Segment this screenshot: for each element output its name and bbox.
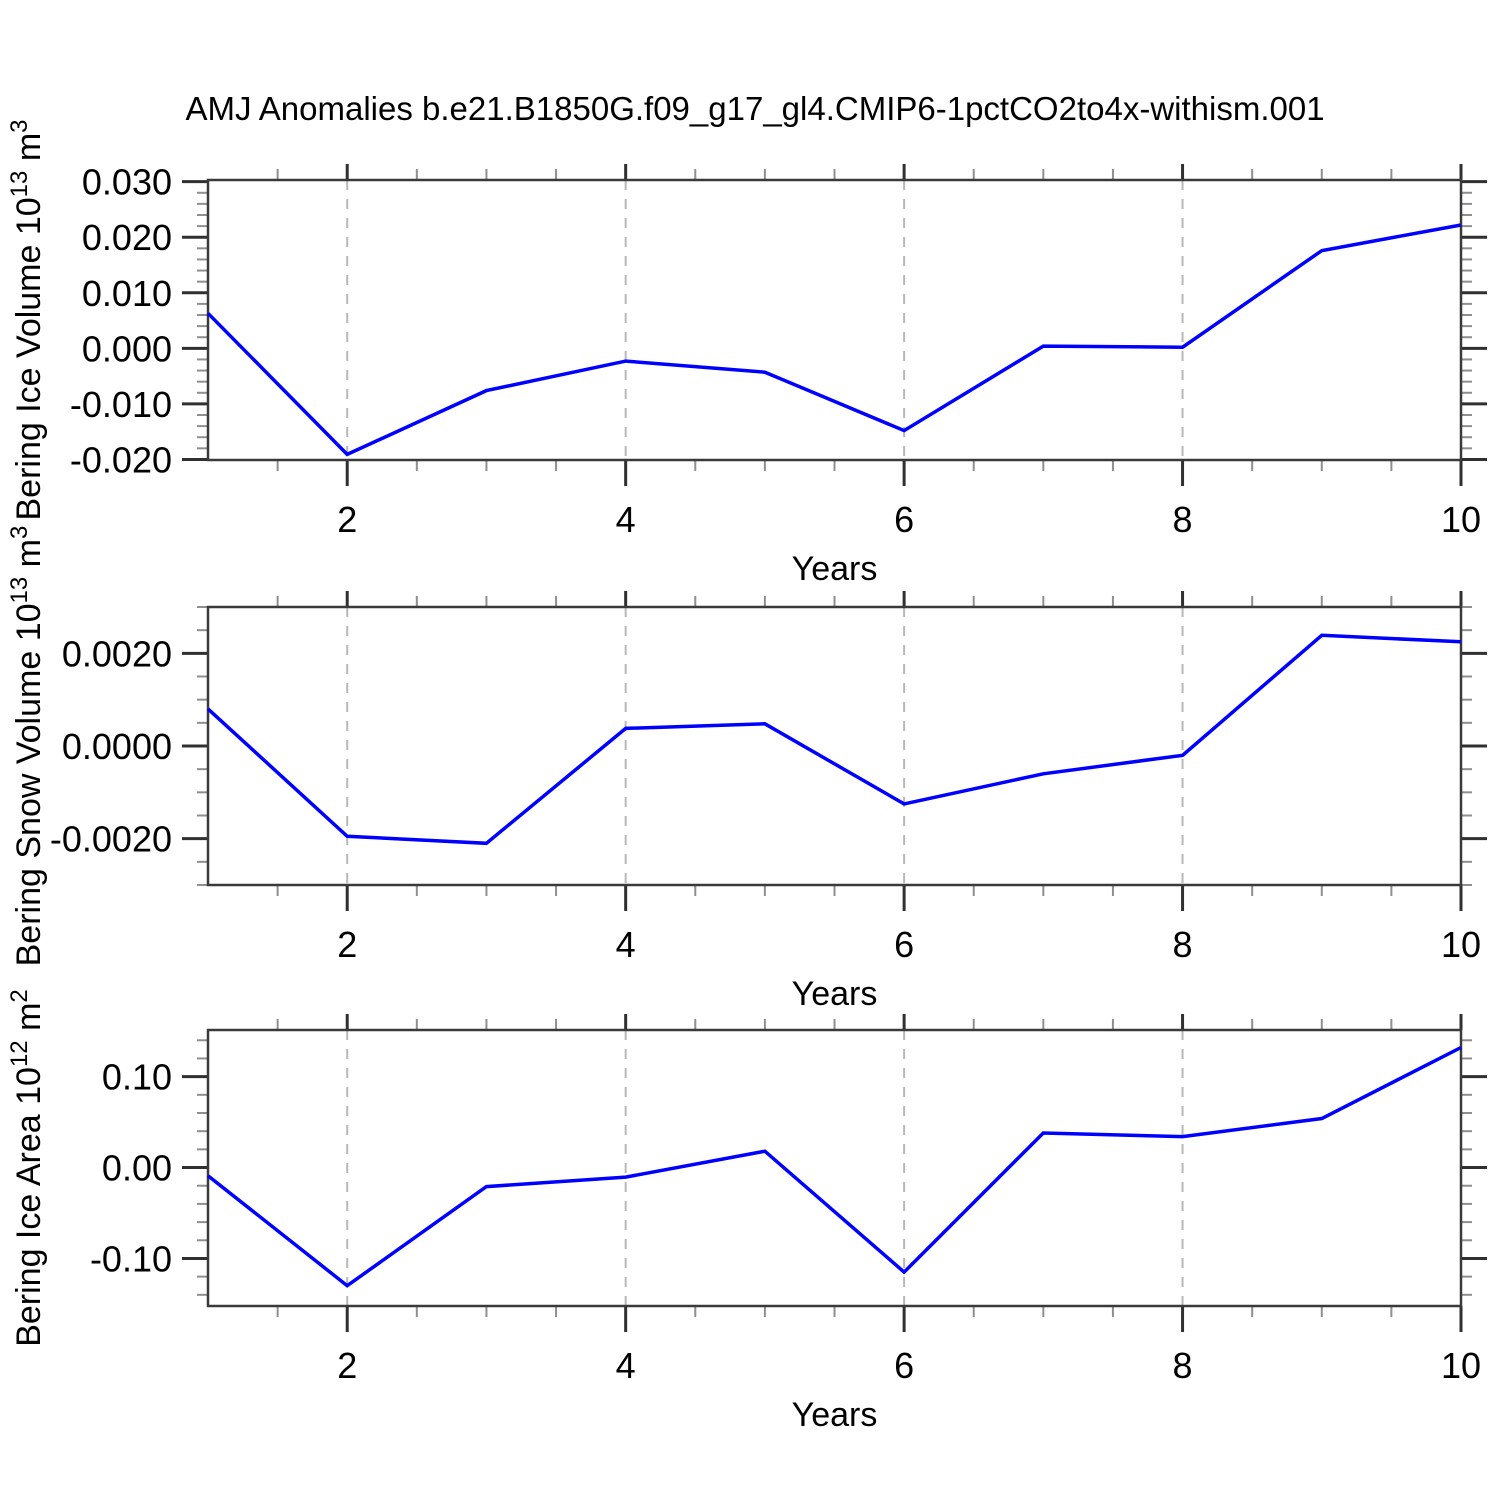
y-tick-label: -0.020 xyxy=(70,439,172,480)
y-axis-label: Bering Ice Area 1012 m2 xyxy=(6,989,48,1347)
figure-title: AMJ Anomalies b.e21.B1850G.f09_g17_gl4.C… xyxy=(185,90,1324,127)
x-tick-label: 4 xyxy=(616,499,636,540)
y-axis-label: Bering Snow Volume 1013 m3 xyxy=(6,526,48,967)
y-tick-label: 0.010 xyxy=(82,273,172,314)
panels-group: 0.030 0.020 0.010 0.000 -0.010 -0.020 2 4 6 8 10 Ye… xyxy=(6,119,1487,1434)
y-tick-label: 0.0020 xyxy=(62,633,172,674)
plot-frame xyxy=(206,605,1463,887)
bering-ice-volume-line xyxy=(206,223,1462,457)
panel-bering-ice-volume: 0.030 0.020 0.010 0.000 -0.010 -0.020 2 4 6 8 10 Ye… xyxy=(6,119,1487,588)
x-tick-label: 2 xyxy=(337,924,357,965)
plot-frame xyxy=(206,178,1463,462)
y-tick-label: 0.030 xyxy=(82,162,172,203)
x-tick-label: 8 xyxy=(1173,1345,1193,1386)
x-tick-label: 8 xyxy=(1173,924,1193,965)
x-axis-label: Years xyxy=(792,1396,878,1434)
y-tick-label: 0.0000 xyxy=(62,726,172,767)
y-tick-label: 0.000 xyxy=(82,328,172,369)
y-axis-label: Bering Ice Volume 1013 m3 xyxy=(6,119,48,520)
x-tick-label: 6 xyxy=(894,499,914,540)
y-tick-label: -0.10 xyxy=(90,1238,172,1279)
x-tick-label: 4 xyxy=(616,924,636,965)
x-tick-label: 6 xyxy=(894,924,914,965)
y-tick-label: -0.0020 xyxy=(50,819,172,860)
panel-bering-snow-volume: 0.0020 0.0000 -0.0020 2 4 6 8 10 Years Bering Sno… xyxy=(6,526,1487,1013)
y-tick-label: 0.020 xyxy=(82,217,172,258)
x-tick-label: 2 xyxy=(337,499,357,540)
x-tick-label: 2 xyxy=(337,1345,357,1386)
bering-ice-area-line xyxy=(206,1045,1462,1288)
x-axis-label: Years xyxy=(792,550,878,588)
bering-snow-volume-line xyxy=(206,633,1462,846)
y-tick-label: -0.010 xyxy=(70,384,172,425)
x-tick-label: 10 xyxy=(1441,924,1481,965)
x-tick-label: 10 xyxy=(1441,1345,1481,1386)
y-tick-label: 0.10 xyxy=(102,1057,172,1098)
x-tick-label: 4 xyxy=(616,1345,636,1386)
y-tick-label: 0.00 xyxy=(102,1148,172,1189)
x-tick-label: 10 xyxy=(1441,499,1481,540)
panel-bering-ice-area: 0.10 0.00 -0.10 2 4 6 8 10 Years Bering Ice Area … xyxy=(6,989,1487,1434)
x-axis-label: Years xyxy=(792,975,878,1013)
x-tick-label: 8 xyxy=(1173,499,1193,540)
x-tick-label: 6 xyxy=(894,1345,914,1386)
plot-frame xyxy=(206,1028,1463,1308)
